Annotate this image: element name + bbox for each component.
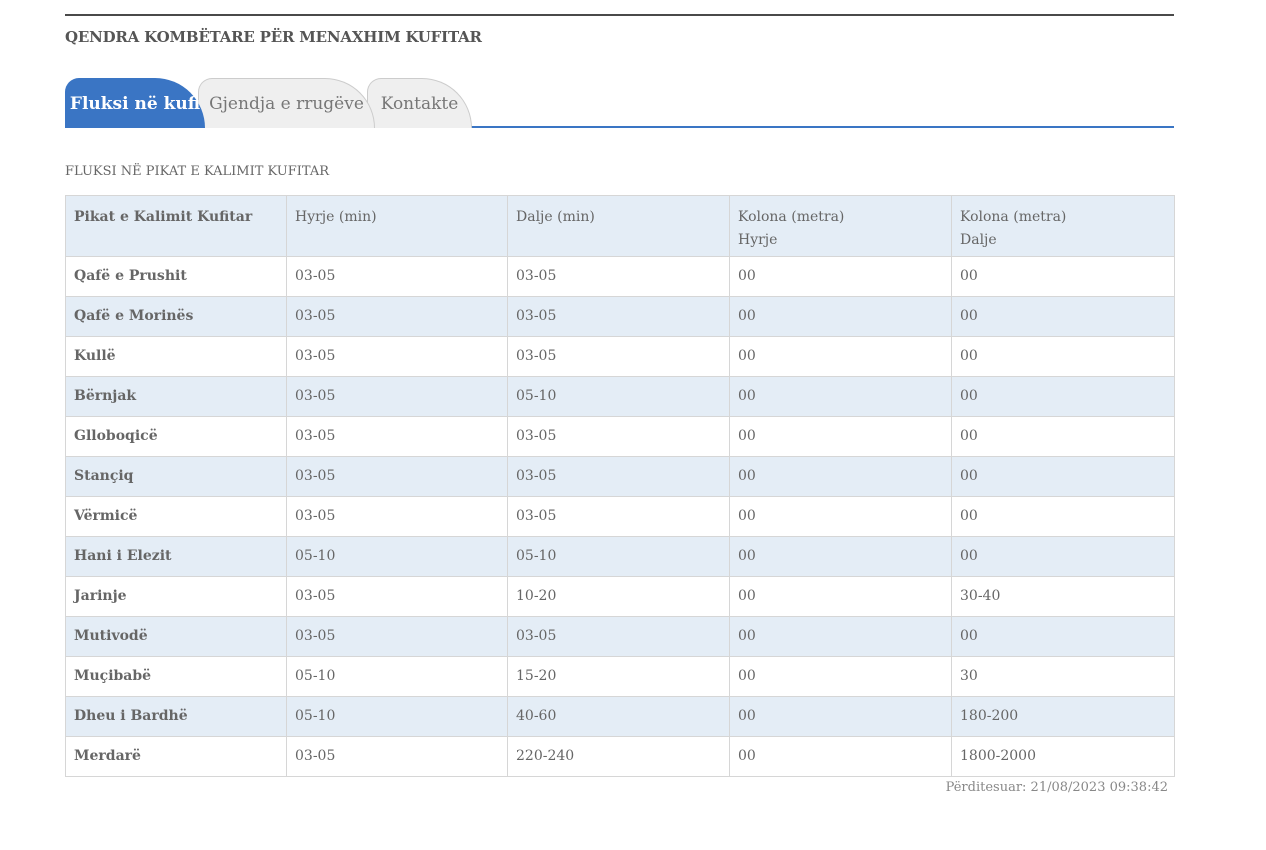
cell-crossing-point: Qafë e Morinës <box>65 296 287 337</box>
cell-queue-entry: 00 <box>729 256 952 297</box>
cell-exit-min: 03-05 <box>507 296 730 337</box>
tab-kontakte[interactable]: Kontakte <box>367 78 472 128</box>
table-row: Stançiq 03-05 03-05 00 00 <box>65 456 1175 497</box>
header-queue-entry-line2: Hyrje <box>738 232 778 248</box>
cell-queue-entry: 00 <box>729 456 952 497</box>
cell-entry-min: 05-10 <box>286 656 508 697</box>
header-crossing-point: Pikat e Kalimit Kufitar <box>65 195 287 257</box>
cell-exit-min: 03-05 <box>507 336 730 377</box>
cell-exit-min: 10-20 <box>507 576 730 617</box>
cell-entry-min: 03-05 <box>286 456 508 497</box>
cell-queue-exit: 00 <box>951 256 1175 297</box>
cell-entry-min: 03-05 <box>286 256 508 297</box>
cell-queue-exit: 00 <box>951 616 1175 657</box>
table-row: Bërnjak 03-05 05-10 00 00 <box>65 376 1175 417</box>
section-title: FLUKSI NË PIKAT E KALIMIT KUFITAR <box>65 164 330 179</box>
cell-exit-min: 03-05 <box>507 256 730 297</box>
table-row: Qafë e Prushit 03-05 03-05 00 00 <box>65 256 1175 297</box>
cell-entry-min: 03-05 <box>286 496 508 537</box>
cell-queue-exit: 180-200 <box>951 696 1175 737</box>
table-row: Mutivodë 03-05 03-05 00 00 <box>65 616 1175 657</box>
tab-bar: Fluksi në kufi Gjendja e rrugëve Kontakt… <box>65 78 1174 129</box>
cell-entry-min: 03-05 <box>286 616 508 657</box>
tab-fluksi-ne-kufi[interactable]: Fluksi në kufi <box>65 78 205 128</box>
header-entry-min: Hyrje (min) <box>286 195 508 257</box>
cell-queue-entry: 00 <box>729 296 952 337</box>
cell-queue-exit: 00 <box>951 296 1175 337</box>
header-queue-exit-line2: Dalje <box>960 232 997 248</box>
tab-underline <box>65 126 1174 128</box>
table-body: Qafë e Prushit 03-05 03-05 00 00 Qafë e Morin… <box>65 256 1175 777</box>
cell-queue-exit: 00 <box>951 456 1175 497</box>
cell-exit-min: 220-240 <box>507 736 730 777</box>
cell-crossing-point: Dheu i Bardhë <box>65 696 287 737</box>
table-row: Qafë e Morinës 03-05 03-05 00 00 <box>65 296 1175 337</box>
header-queue-exit-line1: Kolona (metra) <box>960 209 1067 225</box>
cell-entry-min: 05-10 <box>286 696 508 737</box>
cell-crossing-point: Qafë e Prushit <box>65 256 287 297</box>
table-row: Dheu i Bardhë 05-10 40-60 00 180-200 <box>65 696 1175 737</box>
table-row: Vërmicë 03-05 03-05 00 00 <box>65 496 1175 537</box>
cell-crossing-point: Merdarë <box>65 736 287 777</box>
cell-queue-entry: 00 <box>729 496 952 537</box>
cell-exit-min: 03-05 <box>507 496 730 537</box>
border-flow-table: Pikat e Kalimit Kufitar Hyrje (min) Dalj… <box>65 195 1175 777</box>
cell-queue-exit: 00 <box>951 536 1175 577</box>
table-header-row: Pikat e Kalimit Kufitar Hyrje (min) Dalj… <box>65 195 1175 257</box>
cell-queue-entry: 00 <box>729 576 952 617</box>
cell-entry-min: 03-05 <box>286 296 508 337</box>
cell-queue-exit: 30 <box>951 656 1175 697</box>
cell-queue-exit: 30-40 <box>951 576 1175 617</box>
cell-crossing-point: Glloboqicë <box>65 416 287 457</box>
cell-queue-entry: 00 <box>729 336 952 377</box>
cell-crossing-point: Hani i Elezit <box>65 536 287 577</box>
cell-exit-min: 05-10 <box>507 376 730 417</box>
cell-crossing-point: Bërnjak <box>65 376 287 417</box>
header-exit-min: Dalje (min) <box>507 195 730 257</box>
cell-crossing-point: Mutivodë <box>65 616 287 657</box>
cell-exit-min: 05-10 <box>507 536 730 577</box>
cell-queue-entry: 00 <box>729 416 952 457</box>
cell-queue-entry: 00 <box>729 616 952 657</box>
cell-exit-min: 40-60 <box>507 696 730 737</box>
cell-crossing-point: Kullë <box>65 336 287 377</box>
cell-queue-exit: 00 <box>951 336 1175 377</box>
table-row: Muçibabë 05-10 15-20 00 30 <box>65 656 1175 697</box>
cell-crossing-point: Jarinje <box>65 576 287 617</box>
cell-crossing-point: Vërmicë <box>65 496 287 537</box>
header-queue-exit: Kolona (metra) Dalje <box>951 195 1175 257</box>
cell-entry-min: 03-05 <box>286 416 508 457</box>
cell-queue-entry: 00 <box>729 656 952 697</box>
cell-exit-min: 15-20 <box>507 656 730 697</box>
tab-gjendja-e-rrugeve[interactable]: Gjendja e rrugëve <box>198 78 375 128</box>
cell-queue-entry: 00 <box>729 536 952 577</box>
cell-queue-exit: 00 <box>951 496 1175 537</box>
cell-queue-exit: 00 <box>951 416 1175 457</box>
cell-queue-entry: 00 <box>729 376 952 417</box>
cell-crossing-point: Stançiq <box>65 456 287 497</box>
last-updated: Përditesuar: 21/08/2023 09:38:42 <box>945 780 1168 795</box>
cell-exit-min: 03-05 <box>507 456 730 497</box>
top-divider <box>65 14 1174 16</box>
table-row: Kullë 03-05 03-05 00 00 <box>65 336 1175 377</box>
cell-entry-min: 03-05 <box>286 736 508 777</box>
table-row: Merdarë 03-05 220-240 00 1800-2000 <box>65 736 1175 777</box>
page-title: QENDRA KOMBËTARE PËR MENAXHIM KUFITAR <box>65 28 482 46</box>
table-row: Glloboqicë 03-05 03-05 00 00 <box>65 416 1175 457</box>
cell-queue-exit: 1800-2000 <box>951 736 1175 777</box>
cell-queue-entry: 00 <box>729 696 952 737</box>
table-row: Jarinje 03-05 10-20 00 30-40 <box>65 576 1175 617</box>
cell-crossing-point: Muçibabë <box>65 656 287 697</box>
cell-queue-exit: 00 <box>951 376 1175 417</box>
cell-entry-min: 05-10 <box>286 536 508 577</box>
cell-exit-min: 03-05 <box>507 616 730 657</box>
header-queue-entry-line1: Kolona (metra) <box>738 209 845 225</box>
cell-entry-min: 03-05 <box>286 336 508 377</box>
cell-queue-entry: 00 <box>729 736 952 777</box>
cell-entry-min: 03-05 <box>286 576 508 617</box>
cell-exit-min: 03-05 <box>507 416 730 457</box>
table-row: Hani i Elezit 05-10 05-10 00 00 <box>65 536 1175 577</box>
cell-entry-min: 03-05 <box>286 376 508 417</box>
header-queue-entry: Kolona (metra) Hyrje <box>729 195 952 257</box>
